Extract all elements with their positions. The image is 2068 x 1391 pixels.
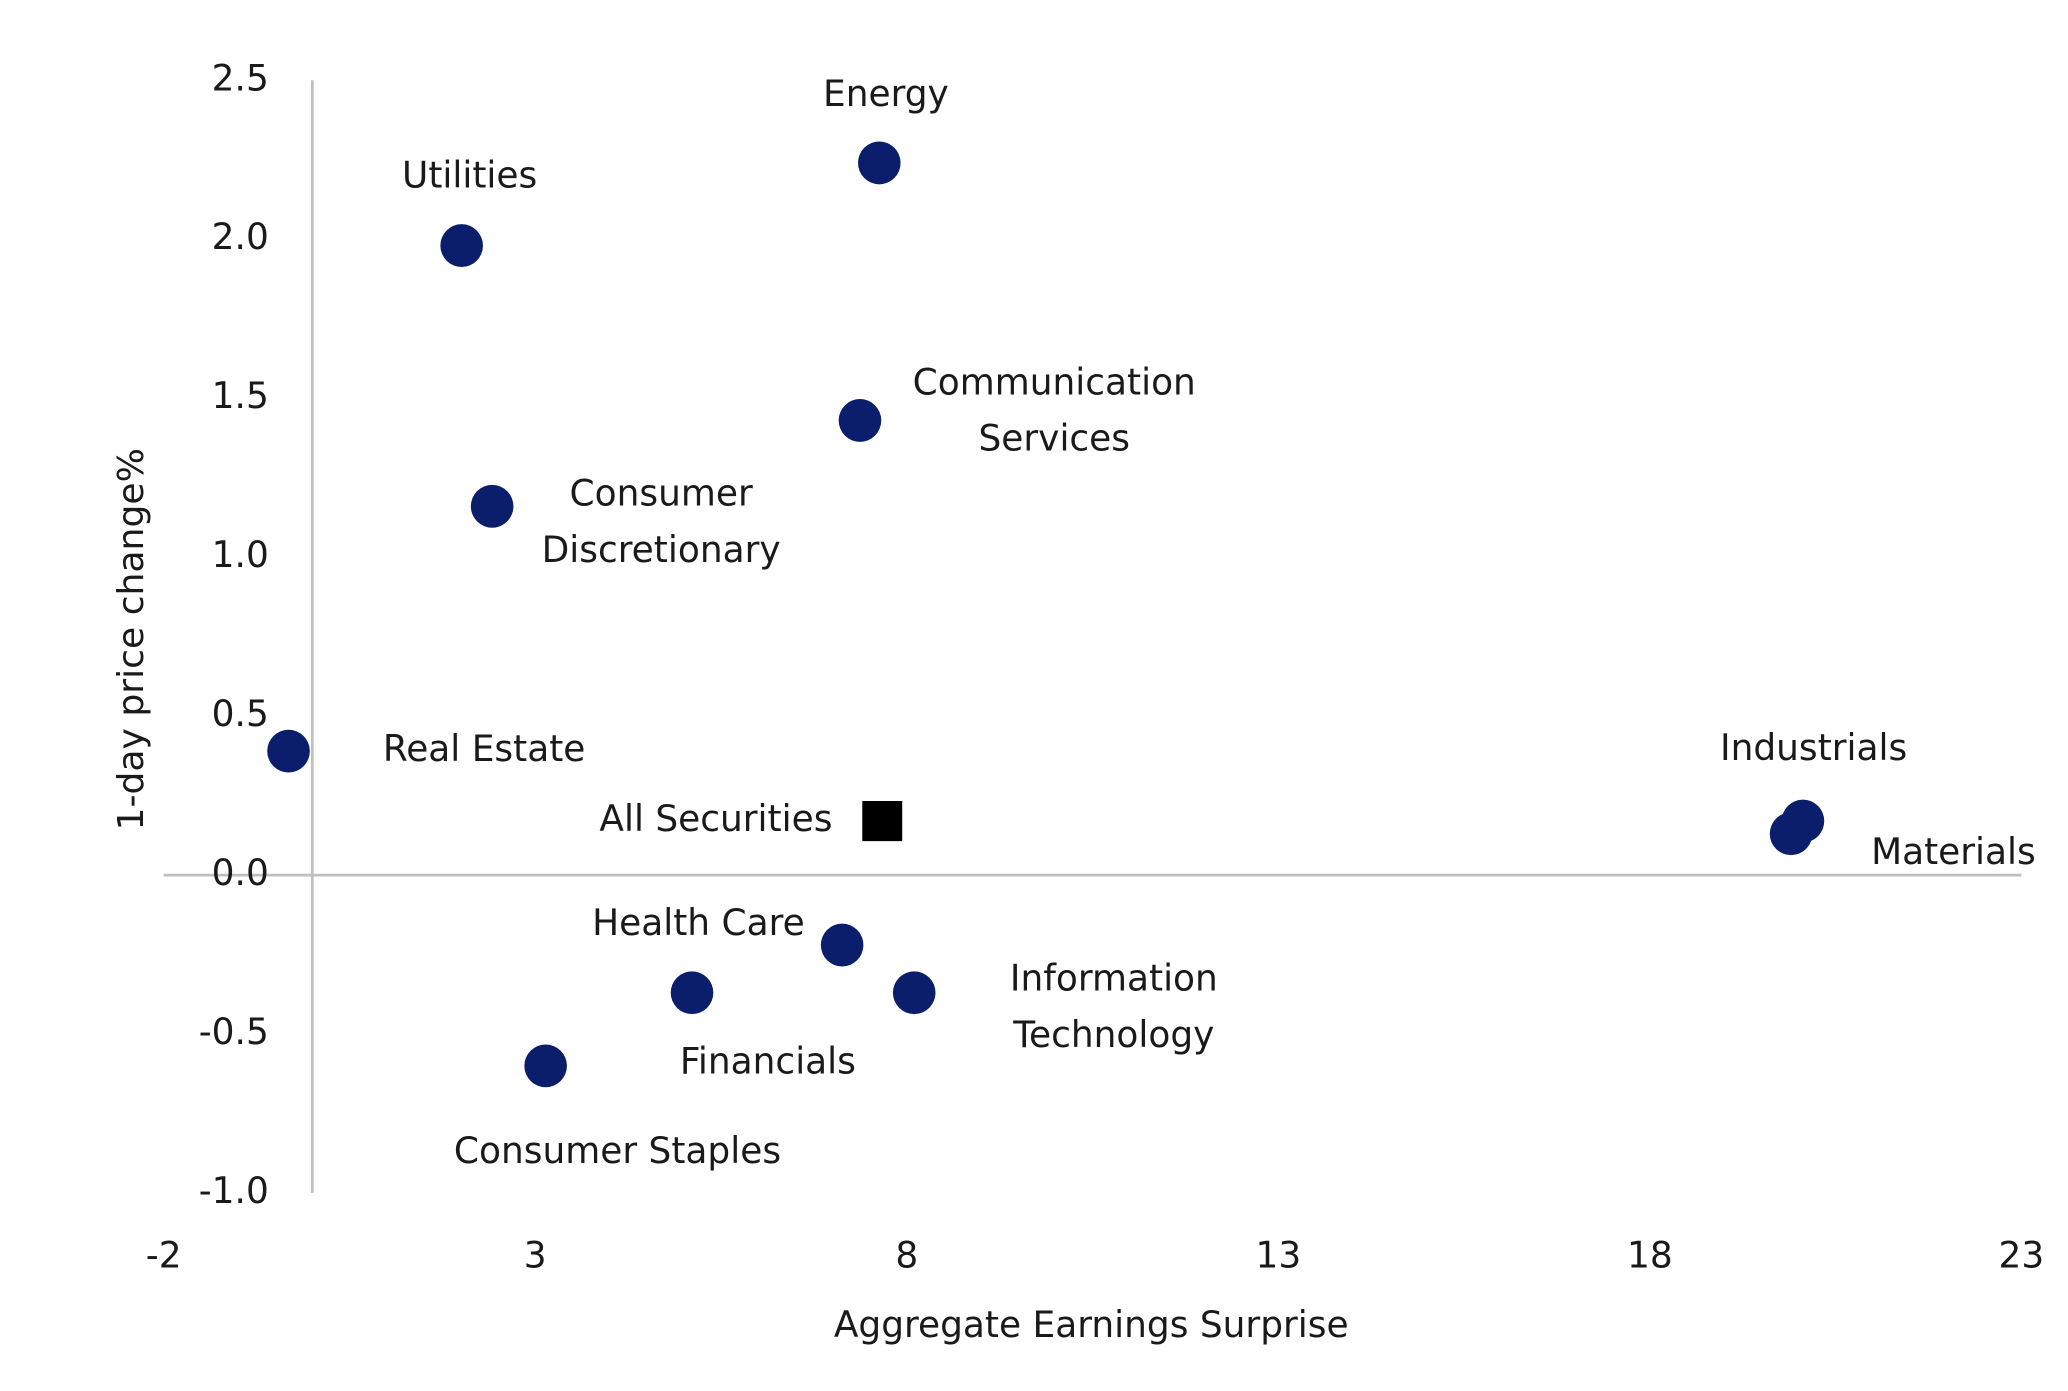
point [440,224,483,267]
point-label: Communication [913,362,1196,403]
point-label: Services [979,418,1130,459]
y-tick-label: 1.0 [212,535,269,576]
y-tick-label: 0.5 [212,694,269,735]
point [820,923,864,967]
x-tick-label: -2 [146,1235,182,1276]
point-label: Consumer Staples [454,1131,781,1172]
x-tick-label: 23 [1999,1235,2045,1276]
point-label: Industrials [1720,728,1907,769]
point-label: Discretionary [542,530,781,571]
point [838,399,882,442]
point [892,971,936,1015]
x-tick-label: 3 [524,1235,547,1276]
y-tick-label: 0.0 [212,853,269,894]
point [862,800,903,842]
point [857,141,901,185]
point-label: Utilities [402,155,537,196]
y-axis-label: 1-day price change% [111,448,152,830]
point [670,971,714,1015]
point [267,729,310,773]
point-label: Consumer [570,474,753,515]
y-tick-label: -1.0 [199,1171,269,1212]
y-tick-label: 1.5 [212,376,269,417]
point [1769,812,1813,856]
point-label: Financials [680,1042,856,1083]
point-label: Technology [1012,1015,1214,1056]
x-axis-label: Aggregate Earnings Surprise [834,1305,1349,1346]
point-label: Health Care [592,903,805,944]
point-label: Information [1010,959,1218,1000]
x-tick-label: 13 [1255,1235,1301,1276]
y-tick-label: 2.0 [212,217,269,258]
point-label: Real Estate [383,729,586,770]
point [470,484,514,528]
point [524,1044,567,1088]
y-tick-label: -0.5 [199,1012,269,1053]
point-label: Energy [823,74,949,115]
point-label: All Securities [599,799,832,840]
point-label: Materials [1871,832,2036,873]
x-tick-label: 8 [895,1235,918,1276]
y-tick-label: 2.5 [212,58,269,99]
x-tick-label: 18 [1627,1235,1673,1276]
